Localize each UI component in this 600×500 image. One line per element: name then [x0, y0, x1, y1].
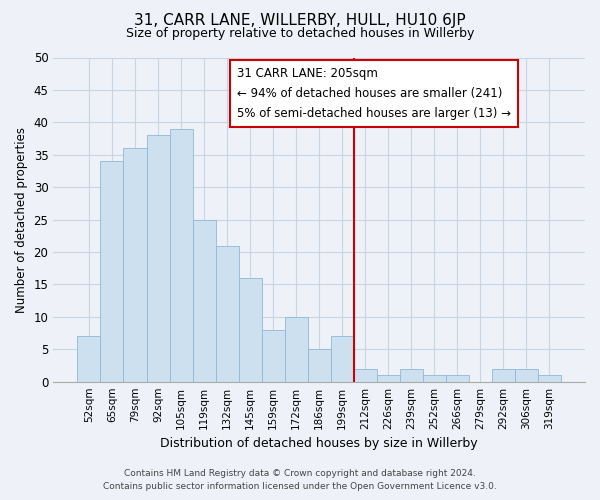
Bar	[262, 330, 284, 382]
Text: Contains HM Land Registry data © Crown copyright and database right 2024.
Contai: Contains HM Land Registry data © Crown c…	[103, 470, 497, 491]
Text: 31 CARR LANE: 205sqm
← 94% of detached houses are smaller (241)
5% of semi-detac: 31 CARR LANE: 205sqm ← 94% of detached h…	[237, 67, 511, 120]
Bar	[400, 368, 423, 382]
Bar	[353, 368, 377, 382]
Bar	[377, 375, 400, 382]
Bar	[331, 336, 353, 382]
Bar	[446, 375, 469, 382]
Bar	[146, 136, 170, 382]
Bar	[193, 220, 215, 382]
Y-axis label: Number of detached properties: Number of detached properties	[15, 126, 28, 312]
Bar	[538, 375, 561, 382]
Bar	[239, 278, 262, 382]
Bar	[308, 350, 331, 382]
Bar	[124, 148, 146, 382]
Bar	[515, 368, 538, 382]
Bar	[215, 246, 239, 382]
Bar	[100, 161, 124, 382]
Bar	[492, 368, 515, 382]
Bar	[170, 129, 193, 382]
Text: 31, CARR LANE, WILLERBY, HULL, HU10 6JP: 31, CARR LANE, WILLERBY, HULL, HU10 6JP	[134, 12, 466, 28]
X-axis label: Distribution of detached houses by size in Willerby: Distribution of detached houses by size …	[160, 437, 478, 450]
Bar	[423, 375, 446, 382]
Bar	[77, 336, 100, 382]
Bar	[284, 317, 308, 382]
Text: Size of property relative to detached houses in Willerby: Size of property relative to detached ho…	[126, 28, 474, 40]
